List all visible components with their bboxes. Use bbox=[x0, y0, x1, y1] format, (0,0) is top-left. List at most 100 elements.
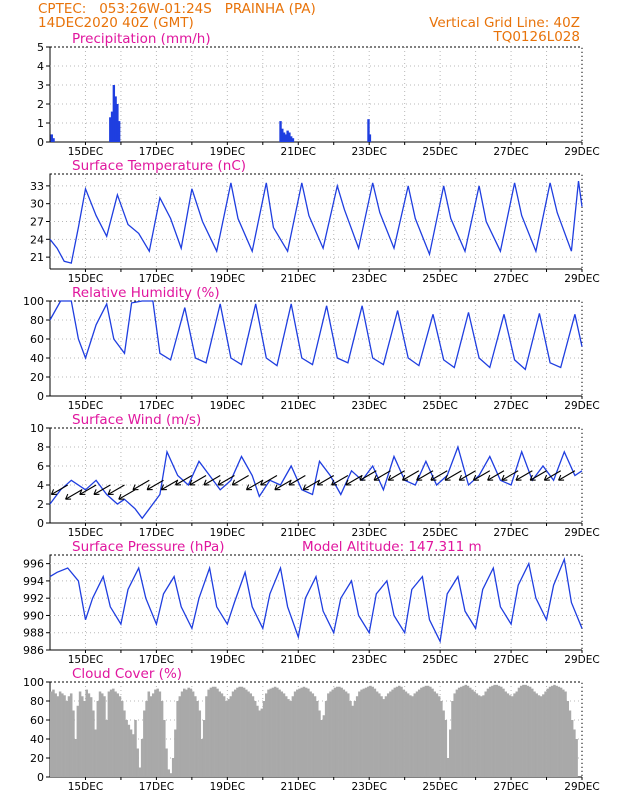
x-tick-label: 19DEC bbox=[210, 146, 245, 158]
plot-frame bbox=[49, 46, 583, 143]
y-tick-label: 988 bbox=[23, 627, 44, 640]
y-tick-label: 100 bbox=[23, 295, 44, 308]
cloud-bar bbox=[245, 689, 248, 777]
cloud-bar bbox=[211, 686, 215, 777]
wind-arrow-head bbox=[373, 474, 380, 481]
precip-bar bbox=[282, 132, 286, 142]
wind-arrow bbox=[65, 489, 83, 500]
wind-arrow-head bbox=[50, 489, 57, 496]
x-tick-label: 19DEC bbox=[210, 654, 245, 666]
cloud-bar bbox=[225, 701, 228, 777]
x-tick-label: 25DEC bbox=[422, 400, 457, 412]
y-tick-label: 0 bbox=[37, 771, 44, 784]
y-tick-label: 5 bbox=[37, 41, 44, 54]
cloud-bar bbox=[488, 686, 492, 777]
cloud-bar bbox=[382, 699, 386, 777]
wind-arrow-head bbox=[274, 484, 281, 491]
cloud-bar bbox=[220, 693, 224, 777]
cloud-bar bbox=[475, 693, 479, 777]
x-tick-label: 17DEC bbox=[139, 146, 174, 158]
wind-arrow bbox=[345, 475, 363, 486]
cloud-bar bbox=[302, 686, 306, 777]
x-tick-label: 23DEC bbox=[351, 527, 386, 539]
cloud-bar bbox=[298, 688, 301, 777]
cloud-bar bbox=[537, 695, 541, 777]
x-tick-label: 27DEC bbox=[493, 273, 528, 285]
x-tick-label: 21DEC bbox=[281, 273, 316, 285]
panel-2: Surface Temperature (nC) 21 24 27 30 33 15DEC 1… bbox=[30, 158, 600, 285]
cloud-bar bbox=[411, 696, 414, 777]
cloud-bar bbox=[320, 720, 323, 777]
wind-arrow bbox=[161, 479, 178, 491]
cloud-bar bbox=[435, 693, 439, 777]
cloud-bar bbox=[171, 758, 175, 777]
cloud-bar bbox=[143, 710, 146, 777]
cloud-bar bbox=[238, 686, 241, 777]
cloud-bar bbox=[484, 691, 487, 777]
cloud-bar bbox=[69, 693, 73, 777]
cloud-bar bbox=[557, 686, 561, 777]
cloud-bar bbox=[539, 696, 543, 777]
cloud-bar bbox=[147, 691, 151, 777]
y-tick-label: 1 bbox=[37, 117, 44, 130]
x-tick-label: 23DEC bbox=[351, 146, 386, 158]
wind-arrow-head bbox=[345, 479, 352, 486]
cloud-bar bbox=[533, 691, 536, 777]
wind-arrow-head bbox=[387, 474, 394, 481]
cloud-bar bbox=[269, 688, 272, 777]
y-tick-label: 4 bbox=[37, 479, 44, 492]
cloud-bar bbox=[568, 710, 572, 777]
cloud-bar bbox=[109, 689, 113, 777]
cloud-bar bbox=[271, 687, 275, 777]
cloud-bar bbox=[165, 748, 168, 777]
cloud-bar bbox=[347, 693, 350, 777]
cloud-bar bbox=[61, 693, 64, 777]
cloud-bar bbox=[258, 710, 261, 777]
y-tick-label: 21 bbox=[30, 251, 44, 264]
panel-title: Surface Wind (m/s) bbox=[72, 412, 201, 428]
cloud-bar bbox=[526, 685, 530, 777]
cloud-bar bbox=[136, 748, 139, 777]
cloud-bar bbox=[267, 689, 270, 777]
cloud-bar bbox=[163, 720, 166, 777]
x-tick-label: 17DEC bbox=[139, 781, 174, 793]
precip-bar bbox=[367, 119, 370, 142]
wind-arrow-head bbox=[160, 484, 167, 491]
cloud-bar bbox=[413, 693, 417, 777]
cloud-bar bbox=[123, 710, 126, 777]
y-tick-label: 0 bbox=[37, 517, 44, 530]
cloud-bar bbox=[247, 691, 250, 777]
cloud-bar bbox=[327, 693, 330, 777]
wind-arrow-head bbox=[359, 474, 366, 481]
cloud-bar bbox=[508, 695, 512, 777]
y-tick-label: 60 bbox=[30, 333, 44, 346]
wind-arrow bbox=[458, 470, 476, 481]
cloud-bar bbox=[78, 691, 82, 777]
x-tick-label: 29DEC bbox=[564, 273, 599, 285]
cloud-bar bbox=[231, 691, 235, 777]
cloud-bar bbox=[304, 687, 308, 777]
x-tick-label: 19DEC bbox=[210, 527, 245, 539]
y-tick-label: 100 bbox=[23, 676, 44, 689]
precip-bar bbox=[116, 104, 119, 142]
cloud-bar bbox=[240, 686, 244, 777]
x-tick-label: 15DEC bbox=[68, 527, 103, 539]
cloud-bar bbox=[98, 691, 102, 777]
x-tick-label: 25DEC bbox=[422, 654, 457, 666]
cloud-bar bbox=[158, 691, 162, 777]
cloud-bar bbox=[429, 686, 432, 777]
cloud-bar bbox=[289, 701, 292, 777]
cloud-bar bbox=[544, 691, 547, 777]
cloud-bar bbox=[242, 687, 246, 777]
cloud-bar bbox=[253, 701, 257, 777]
cloud-bar bbox=[477, 695, 481, 777]
x-tick-label: 15DEC bbox=[68, 146, 103, 158]
panel-1: Precipitation (mm/h) 0 1 2 3 4 5 15DEC 17DEC 19DE… bbox=[37, 31, 600, 158]
wind-arrow-head bbox=[132, 484, 139, 491]
cloud-bar bbox=[398, 685, 401, 777]
cloud-bar bbox=[444, 720, 448, 777]
cloud-bar bbox=[132, 734, 135, 777]
wind-arrow bbox=[416, 470, 434, 481]
cloud-bar bbox=[92, 710, 95, 777]
cloud-bar bbox=[287, 699, 290, 777]
